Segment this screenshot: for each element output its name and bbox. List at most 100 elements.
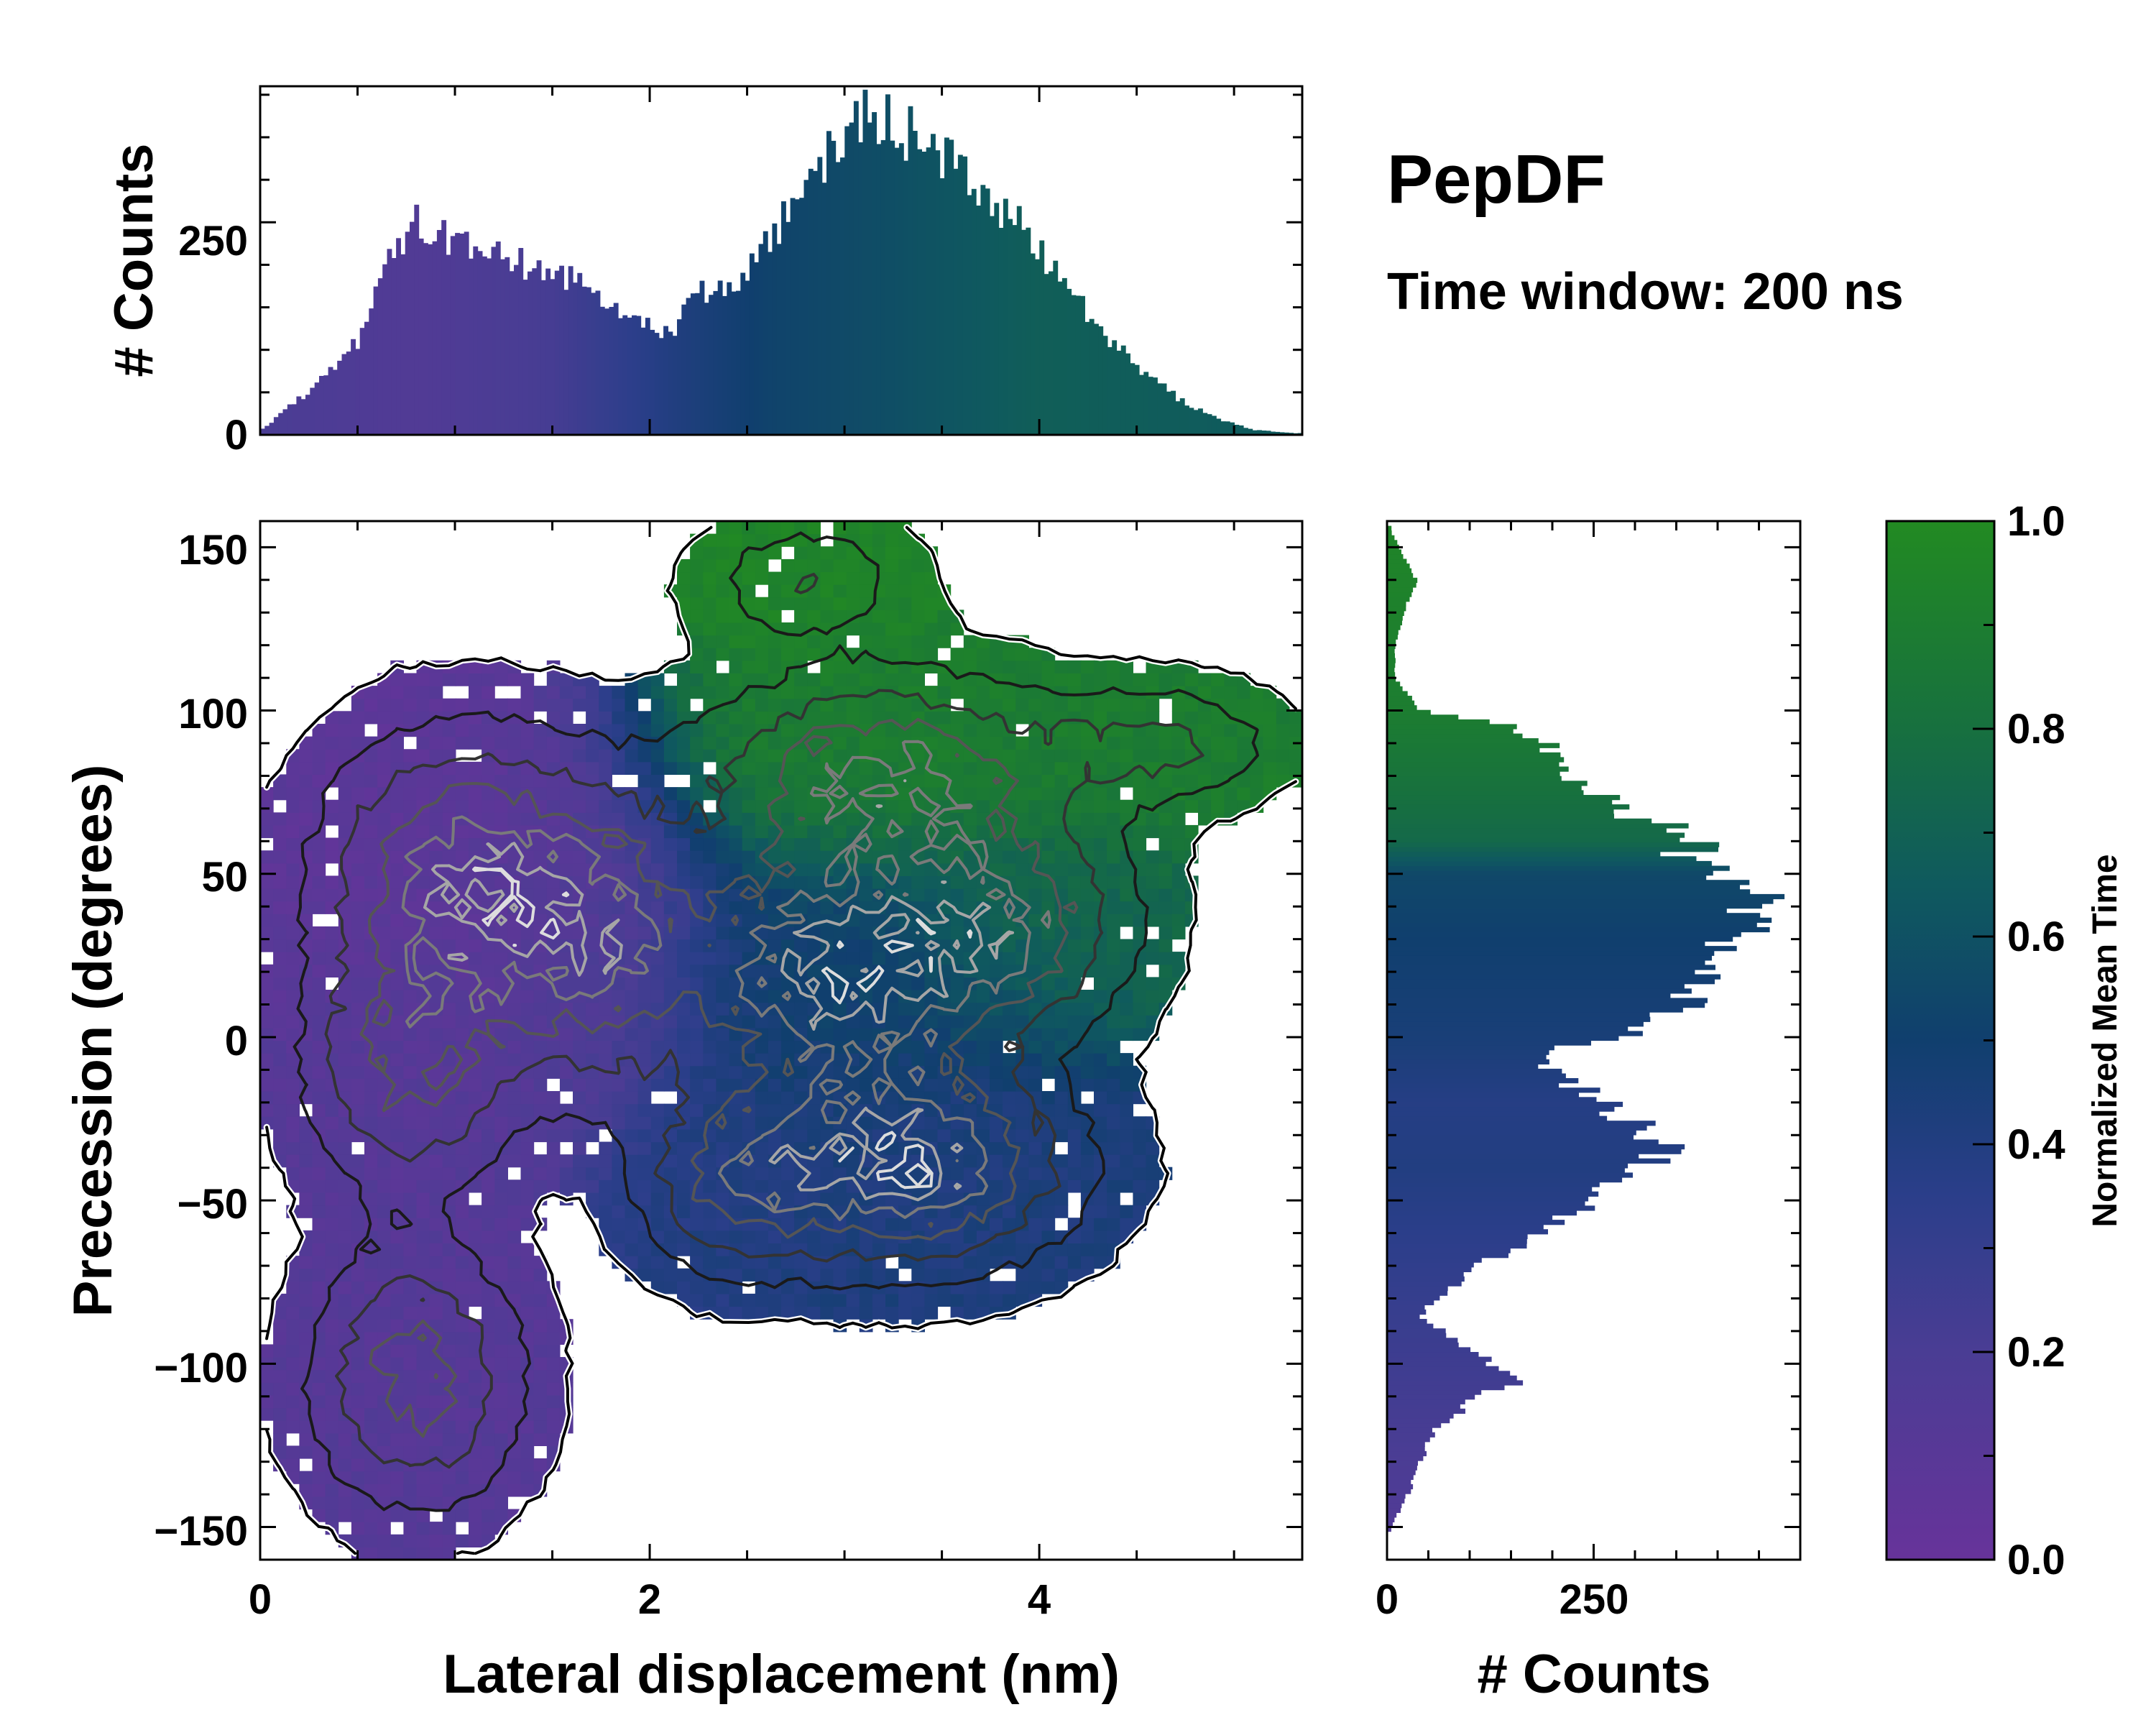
heatmap-cell [703,1002,717,1016]
heatmap-cell [416,1509,430,1522]
heatmap-cell [911,686,925,699]
heatmap-cell [794,1078,808,1092]
heatmap-cell [924,1015,939,1029]
heatmap-cell [325,990,339,1003]
top-histogram-bar [821,183,827,435]
heatmap-cell [637,1103,652,1117]
heatmap-cell [260,1027,274,1041]
heatmap-cell [364,1382,378,1396]
heatmap-cell [1015,977,1029,990]
heatmap-cell [494,799,508,813]
heatmap-cell [690,597,704,610]
heatmap-cell [1094,1078,1107,1092]
heatmap-cell [690,875,704,889]
heatmap-cell [469,1230,482,1243]
heatmap-cell [286,1027,300,1041]
heatmap-cell [1028,964,1043,978]
heatmap-cell [260,1002,274,1016]
heatmap-cell [299,1243,313,1256]
heatmap-cell [1067,1027,1082,1041]
right-histogram-bar [1387,1281,1462,1287]
heatmap-cell [377,1407,391,1421]
heatmap-cell [455,1268,469,1282]
heatmap-cell [937,1040,952,1054]
heatmap-cell [599,698,612,712]
top-histogram-bar [1008,218,1013,435]
heatmap-cell [1054,862,1069,876]
heatmap-cell [533,1420,548,1434]
heatmap-cell [377,926,391,940]
heatmap-cell [924,1256,939,1269]
heatmap-cell [794,875,808,889]
heatmap-cell [273,1382,287,1396]
heatmap-cell [690,1015,704,1029]
heatmap-cell [455,799,469,813]
heatmap-cell [1146,824,1160,839]
heatmap-cell [898,610,912,623]
heatmap-cell [494,673,508,686]
heatmap-cell [273,939,287,952]
heatmap-cell [990,1116,1003,1130]
heatmap-cell [729,610,743,623]
heatmap-cell [469,736,482,750]
heatmap-cell [442,1065,456,1079]
heatmap-cell [520,1103,535,1117]
heatmap-cell [1067,1116,1082,1130]
heatmap-cells [260,521,1302,1560]
heatmap-cell [637,926,652,940]
heatmap-cell [482,1205,495,1218]
heatmap-cell [312,901,326,914]
heatmap-cell [390,1116,404,1130]
heatmap-cell [482,1141,495,1155]
heatmap-cell [794,1040,808,1054]
heatmap-cell [833,1293,847,1307]
heatmap-cell [325,964,339,978]
heatmap-cell [1041,990,1056,1003]
heatmap-cell [494,724,508,737]
heatmap-cell [1054,1256,1069,1269]
heatmap-cell [507,964,522,978]
heatmap-cell [663,1218,678,1231]
heatmap-cell [325,1256,339,1269]
right-histogram-bar [1387,1021,1644,1027]
heatmap-cell [1041,787,1056,801]
heatmap-cell [299,1040,313,1054]
top-histogram-bar [278,413,284,435]
heatmap-cell [742,862,756,876]
heatmap-cell [494,1319,508,1333]
heatmap-cell [1003,850,1016,864]
heatmap-cell [1133,711,1147,724]
heatmap-cell [559,787,573,801]
heatmap-cell [612,1078,626,1092]
right-histogram-bar [1387,1404,1460,1409]
heatmap-cell [416,1369,430,1383]
top-histogram-bar [944,137,949,435]
heatmap-cell [794,787,808,801]
heatmap-cell [351,875,365,889]
heatmap-cell [260,1040,274,1054]
heatmap-cell [455,1002,469,1016]
heatmap-cell [677,761,691,775]
heatmap-cell [546,673,561,686]
heatmap-cell [482,1344,495,1358]
heatmap-cell [768,635,782,648]
heatmap-cell [885,546,899,560]
heatmap-cell [820,990,834,1003]
heatmap-cell [650,901,665,914]
top-histogram-bar [636,316,642,435]
heatmap-cell [533,736,548,750]
heatmap-cell [364,1027,378,1041]
heatmap-cell [690,673,704,686]
heatmap-cell [1224,698,1238,712]
heatmap-cell [429,1344,443,1358]
heatmap-cell [260,901,274,914]
heatmap-cell [338,787,352,801]
heatmap-cell [690,546,704,560]
right-histogram-bar [1387,568,1412,574]
heatmap-cell [390,1357,404,1371]
heatmap-cell [1041,799,1056,813]
heatmap-cell [781,812,795,826]
heatmap-cell [742,1243,756,1256]
heatmap-cell [1054,774,1069,788]
heatmap-cell [820,1167,834,1180]
